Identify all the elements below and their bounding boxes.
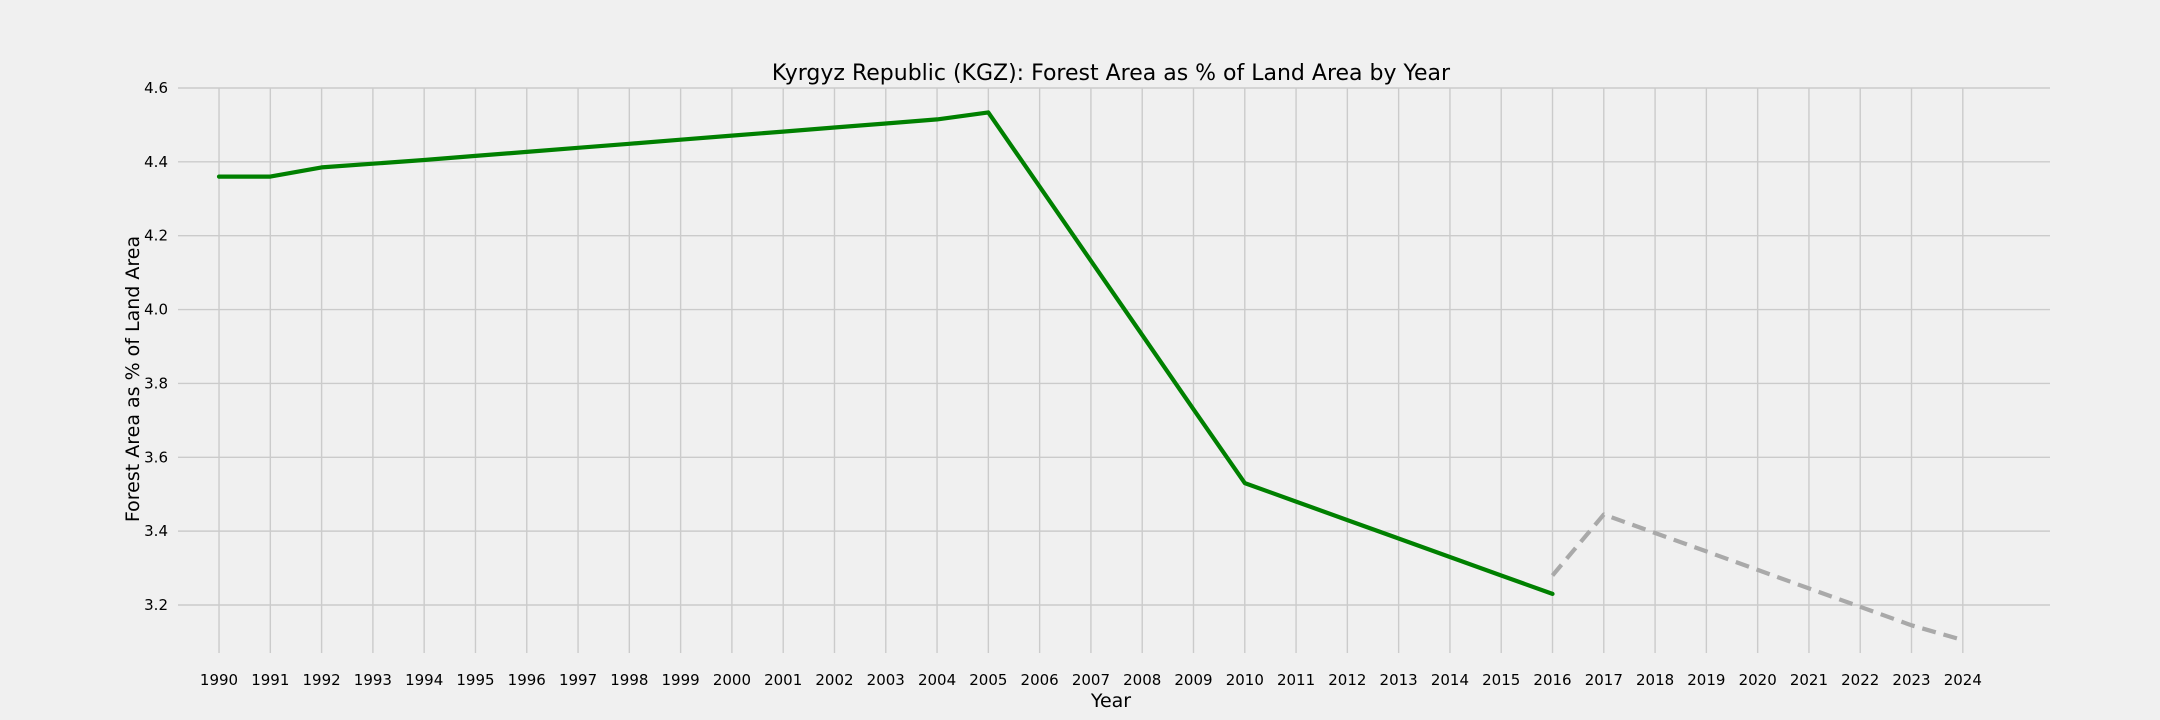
x-tick-label: 2000 (713, 671, 751, 689)
x-tick-label: 1995 (456, 671, 494, 689)
x-tick-label: 2019 (1687, 671, 1725, 689)
x-gridlines (218, 88, 1964, 653)
x-tick-label: 2007 (1072, 671, 1110, 689)
x-tick-label: 2018 (1636, 671, 1674, 689)
y-tick-label: 3.6 (144, 448, 168, 466)
y-tick-label: 4.4 (144, 153, 168, 171)
x-tick-label: 2022 (1841, 671, 1879, 689)
y-tick-label: 4.6 (144, 79, 168, 97)
x-tick-label: 1991 (251, 671, 289, 689)
x-tick-label: 2020 (1739, 671, 1777, 689)
x-tick-label: 2008 (1123, 671, 1161, 689)
x-tick-label: 1994 (405, 671, 443, 689)
x-tick-label: 2009 (1174, 671, 1212, 689)
solid-series-line (216, 110, 1555, 597)
y-gridlines (178, 87, 2050, 606)
x-tick-label: 1990 (200, 671, 238, 689)
x-tick-label: 2017 (1585, 671, 1623, 689)
x-tick-label: 1998 (610, 671, 648, 689)
y-tick-label: 4.2 (144, 227, 168, 245)
y-tick-label: 4.0 (144, 301, 168, 319)
dashed-series-line (1550, 512, 1964, 643)
x-tick-label: 2005 (969, 671, 1007, 689)
y-tick-label: 3.2 (144, 596, 168, 614)
x-tick-label: 2013 (1380, 671, 1418, 689)
y-tick-labels: 3.2 3.4 3.6 3.8 4.0 4.2 4.4 4.6 (144, 79, 168, 614)
x-tick-label: 2021 (1790, 671, 1828, 689)
x-tick-label: 2001 (764, 671, 802, 689)
x-tick-label: 2016 (1533, 671, 1571, 689)
x-tick-label: 1992 (303, 671, 341, 689)
x-axis-label: Year (1090, 690, 1131, 712)
x-tick-label: 1997 (559, 671, 597, 689)
x-tick-label: 2002 (815, 671, 853, 689)
x-tick-label: 2024 (1944, 671, 1982, 689)
y-tick-label: 3.8 (144, 374, 168, 392)
chart-title: Kyrgyz Republic (KGZ): Forest Area as % … (772, 61, 1451, 86)
x-tick-label: 2015 (1482, 671, 1520, 689)
x-tick-label: 2010 (1226, 671, 1264, 689)
x-tick-labels: 1990 1991 1992 1993 1994 1995 1996 1997 1998 1999… (200, 671, 1982, 689)
x-tick-label: 1999 (662, 671, 700, 689)
x-tick-label: 2003 (867, 671, 905, 689)
x-tick-label: 2023 (1892, 671, 1930, 689)
x-tick-label: 2012 (1328, 671, 1366, 689)
series-layer (216, 110, 1964, 643)
x-tick-label: 2014 (1431, 671, 1469, 689)
y-axis-label: Forest Area as % of Land Area (122, 236, 144, 522)
x-tick-label: 2004 (918, 671, 956, 689)
x-tick-label: 2011 (1277, 671, 1315, 689)
x-tick-label: 1993 (354, 671, 392, 689)
y-tick-label: 3.4 (144, 522, 168, 540)
x-tick-label: 2006 (1021, 671, 1059, 689)
x-tick-label: 1996 (508, 671, 546, 689)
